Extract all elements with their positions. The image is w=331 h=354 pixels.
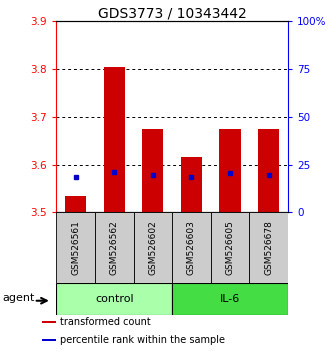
Text: IL-6: IL-6 bbox=[220, 294, 240, 304]
Title: GDS3773 / 10343442: GDS3773 / 10343442 bbox=[98, 6, 247, 20]
Text: GSM526561: GSM526561 bbox=[71, 220, 80, 275]
Text: GSM526562: GSM526562 bbox=[110, 221, 119, 275]
Bar bbox=[258, 129, 279, 212]
Text: control: control bbox=[95, 294, 133, 304]
Text: percentile rank within the sample: percentile rank within the sample bbox=[60, 335, 224, 345]
Bar bbox=[211, 212, 249, 283]
Bar bbox=[219, 129, 241, 212]
Bar bbox=[133, 212, 172, 283]
Text: GSM526603: GSM526603 bbox=[187, 220, 196, 275]
Bar bbox=[95, 212, 133, 283]
Bar bbox=[142, 129, 164, 212]
Bar bbox=[181, 158, 202, 212]
Text: GSM526602: GSM526602 bbox=[148, 221, 157, 275]
Bar bbox=[65, 196, 86, 212]
Bar bbox=[172, 283, 288, 315]
Bar bbox=[42, 321, 56, 323]
Bar bbox=[172, 212, 211, 283]
Text: transformed count: transformed count bbox=[60, 317, 150, 327]
Text: GSM526605: GSM526605 bbox=[225, 220, 235, 275]
Bar bbox=[56, 212, 95, 283]
Bar bbox=[56, 283, 172, 315]
Text: GSM526678: GSM526678 bbox=[264, 220, 273, 275]
Bar bbox=[42, 339, 56, 341]
Bar bbox=[249, 212, 288, 283]
Text: agent: agent bbox=[3, 292, 35, 303]
Bar bbox=[104, 67, 125, 212]
